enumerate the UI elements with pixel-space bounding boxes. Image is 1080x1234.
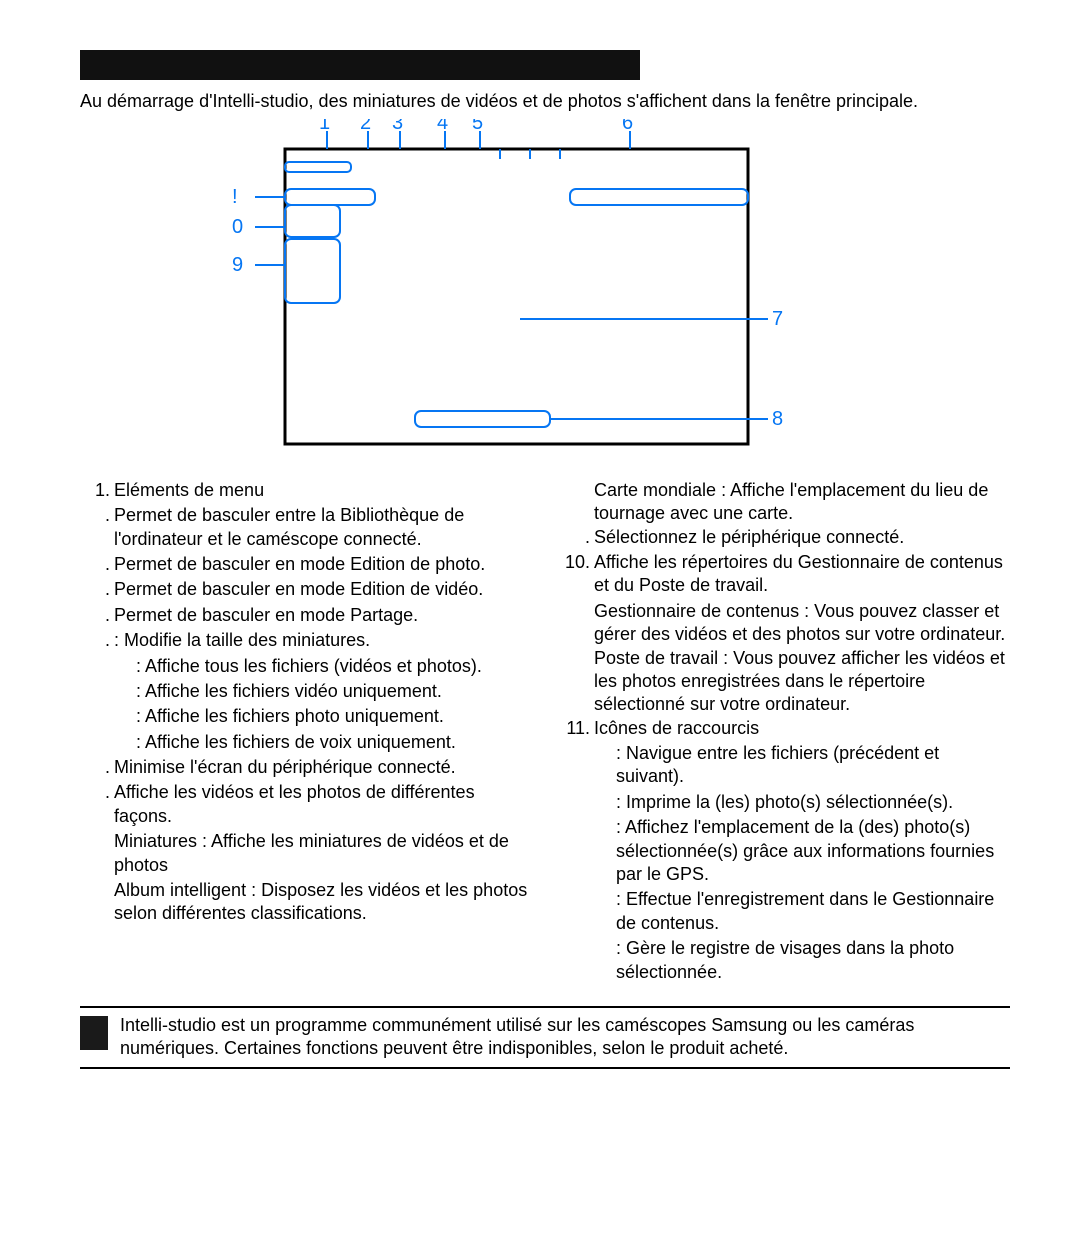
svg-text:3: 3 (392, 119, 403, 134)
item-number: . (80, 578, 110, 601)
sub-item: : Affiche tous les fichiers (vidéos et p… (80, 655, 530, 678)
right-column: Carte mondiale : Affiche l'emplacement d… (560, 479, 1010, 986)
svg-text:9: 9 (232, 254, 243, 276)
cont-item: Gestionnaire de contenus : Vous pouvez c… (560, 600, 1010, 647)
note-rule-top (80, 1006, 1010, 1008)
list-item: .Permet de basculer en mode Partage. (80, 604, 530, 627)
item-text: : Modifie la taille des miniatures. (114, 630, 370, 650)
cont-item: Carte mondiale : Affiche l'emplacement d… (560, 479, 1010, 526)
svg-text:5: 5 (472, 119, 483, 134)
note-icon (80, 1016, 108, 1050)
item-number: . (80, 756, 110, 779)
item-text: Icônes de raccourcis (594, 718, 759, 738)
sub-item: : Effectue l'enregistrement dans le Gest… (560, 888, 1010, 935)
list-item: .Minimise l'écran du périphérique connec… (80, 756, 530, 779)
item-number: 1. (80, 479, 110, 502)
item-number: 10. (560, 551, 590, 574)
item-text: Eléments de menu (114, 480, 264, 500)
item-text: Affiche les répertoires du Gestionnaire … (594, 552, 1003, 595)
item-number: . (80, 553, 110, 576)
item-text: Permet de basculer en mode Edition de ph… (114, 554, 485, 574)
item-text: Permet de basculer entre la Bibliothèque… (114, 505, 464, 548)
item-number: . (80, 504, 110, 527)
sub-item: : Navigue entre les fichiers (précédent … (560, 742, 1010, 789)
intro-text: Au démarrage d'Intelli-studio, des minia… (80, 90, 1010, 113)
note-text: Intelli-studio est un programme communém… (120, 1014, 1010, 1061)
list-item: 1.Eléments de menu (80, 479, 530, 502)
sub-item: : Gère le registre de visages dans la ph… (560, 937, 1010, 984)
sub-item: : Imprime la (les) photo(s) sélectionnée… (560, 791, 1010, 814)
svg-text:!: ! (232, 186, 238, 208)
list-item: .Permet de basculer entre la Bibliothèqu… (80, 504, 530, 551)
page-root: Au démarrage d'Intelli-studio, des minia… (0, 0, 1080, 1234)
list-item: 10.Affiche les répertoires du Gestionnai… (560, 551, 1010, 598)
svg-text:6: 6 (622, 119, 633, 134)
list-item: .Permet de basculer en mode Edition de v… (80, 578, 530, 601)
note-block: Intelli-studio est un programme communém… (80, 1014, 1010, 1061)
item-number: . (80, 629, 110, 652)
list-item: 11.Icônes de raccourcis (560, 717, 1010, 740)
item-number: . (560, 526, 590, 549)
ui-diagram: 1 2 3 4 5 6! 0 9 7 8 (220, 119, 790, 460)
item-text: Sélectionnez le périphérique connecté. (594, 527, 904, 547)
sub-item: : Affiche les fichiers vidéo uniquement. (80, 680, 530, 703)
item-text: Affiche les vidéos et les photos de diff… (114, 782, 475, 825)
left-column: 1.Eléments de menu.Permet de basculer en… (80, 479, 530, 986)
item-number: . (80, 781, 110, 804)
item-text: Permet de basculer en mode Edition de vi… (114, 579, 483, 599)
list-item: .Permet de basculer en mode Edition de p… (80, 553, 530, 576)
svg-text:7: 7 (772, 308, 783, 330)
note-rule-bottom (80, 1067, 1010, 1069)
title-bar (80, 50, 640, 80)
list-item: .Sélectionnez le périphérique connecté. (560, 526, 1010, 549)
svg-text:1: 1 (319, 119, 330, 134)
svg-text:4: 4 (437, 119, 448, 134)
list-item: .Affiche les vidéos et les photos de dif… (80, 781, 530, 828)
item-number: 11. (560, 717, 590, 740)
svg-text:8: 8 (772, 408, 783, 430)
sub-item: : Affiche les fichiers de voix uniquemen… (80, 731, 530, 754)
item-text: Permet de basculer en mode Partage. (114, 605, 418, 625)
cont-item: Miniatures : Affiche les miniatures de v… (80, 830, 530, 877)
sub-item: : Affiche les fichiers photo uniquement. (80, 705, 530, 728)
description-columns: 1.Eléments de menu.Permet de basculer en… (80, 479, 1010, 986)
svg-text:0: 0 (232, 216, 243, 238)
list-item: . : Modifie la taille des miniatures. (80, 629, 530, 652)
cont-item: Album intelligent : Disposez les vidéos … (80, 879, 530, 926)
item-number: . (80, 604, 110, 627)
cont-item: Poste de travail : Vous pouvez afficher … (560, 647, 1010, 717)
svg-text:2: 2 (360, 119, 371, 134)
item-text: Minimise l'écran du périphérique connect… (114, 757, 456, 777)
sub-item: : Affichez l'emplacement de la (des) pho… (560, 816, 1010, 886)
